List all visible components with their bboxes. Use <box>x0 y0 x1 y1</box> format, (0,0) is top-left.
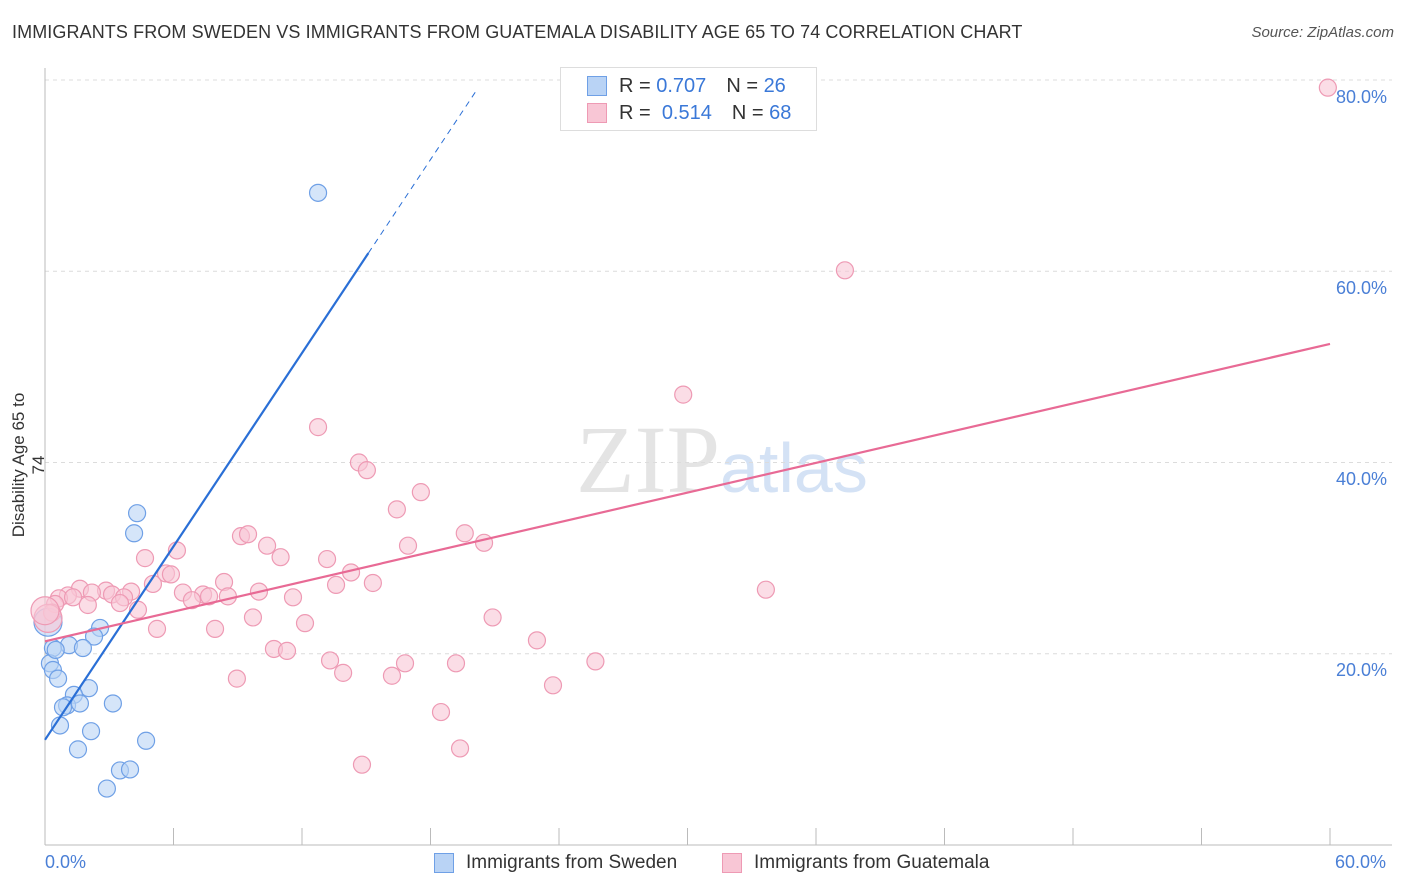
guatemala-point <box>243 608 263 627</box>
sweden-legend-label: Immigrants from Sweden <box>466 852 678 873</box>
guatemala-point <box>387 500 406 519</box>
guatemala-point <box>674 385 693 404</box>
sweden-point <box>136 731 156 750</box>
guatemala-point <box>238 525 258 544</box>
guatemala-point <box>334 663 353 682</box>
sweden-swatch <box>587 76 607 96</box>
guatemala-point <box>455 524 474 543</box>
guatemala-point <box>227 669 246 688</box>
guatemala-point <box>431 702 451 722</box>
guatemala-point <box>382 666 402 685</box>
guatemala-point <box>543 676 563 695</box>
guatemala-point <box>446 654 466 673</box>
guatemala-point <box>411 483 430 502</box>
y-tick-label-40: 40.0% <box>1336 469 1388 489</box>
guatemala-point <box>398 536 418 555</box>
guatemala-point <box>483 608 502 627</box>
sweden-point <box>103 694 122 713</box>
guatemala-point <box>182 591 202 610</box>
y-tick-label-60: 60.0% <box>1336 278 1388 298</box>
source-label: Source: ZipAtlas.com <box>1251 24 1394 41</box>
watermark-zip: ZIP <box>576 406 720 513</box>
sweden-point <box>308 183 328 202</box>
guatemala-point <box>1318 78 1337 97</box>
guatemala-point <box>450 739 470 758</box>
sweden-legend-swatch <box>434 853 454 873</box>
guatemala-swatch <box>587 103 607 123</box>
legend-row-guatemala: R = 0.514 N = 68 <box>587 101 791 125</box>
guatemala-r-value: 0.514 <box>661 101 712 124</box>
guatemala-point <box>395 654 415 673</box>
guatemala-legend-swatch <box>722 853 742 873</box>
guatemala-legend-label: Immigrants from Guatemala <box>754 852 990 873</box>
sweden-r-value: 0.707 <box>656 74 707 97</box>
sweden-point <box>48 669 68 688</box>
x-tick-label-min: 0.0% <box>45 852 87 872</box>
guatemala-point <box>474 533 494 552</box>
sweden-n-value: 26 <box>763 74 786 97</box>
sweden-point <box>70 694 90 713</box>
chart-title: IMMIGRANTS FROM SWEDEN VS IMMIGRANTS FRO… <box>12 22 1023 42</box>
guatemala-point <box>78 595 97 615</box>
guatemala-point <box>147 619 167 638</box>
guatemala-point <box>527 631 547 650</box>
sweden-point <box>73 638 93 658</box>
guatemala-point <box>218 587 237 606</box>
y-tick-label-80: 80.0% <box>1336 87 1388 107</box>
guatemala-point <box>320 651 340 670</box>
guatemala-point <box>135 549 155 568</box>
guatemala-point <box>110 593 130 613</box>
guatemala-point <box>199 587 219 606</box>
r-label: R = <box>619 74 651 97</box>
legend-item-guatemala: Immigrants from Guatemala <box>722 852 989 874</box>
sweden-point <box>120 760 140 779</box>
sweden-point <box>97 779 116 798</box>
guatemala-point <box>586 652 605 671</box>
guatemala-n-value: 68 <box>769 101 792 124</box>
sweden-point <box>81 722 101 741</box>
guatemala-point <box>357 461 376 480</box>
sweden-trendline <box>44 252 370 741</box>
guatemala-point <box>271 548 290 567</box>
y-tick-label-20: 20.0% <box>1336 660 1388 680</box>
sweden-point <box>46 640 65 660</box>
legend-row-sweden: R = 0.707 N = 26 <box>587 74 786 98</box>
guatemala-point <box>308 418 328 437</box>
guatemala-point <box>277 641 297 660</box>
sweden-point <box>68 740 88 759</box>
guatemala-point <box>756 580 775 599</box>
guatemala-point <box>352 755 372 774</box>
guatemala-point <box>30 596 60 626</box>
legend-item-sweden: Immigrants from Sweden <box>434 852 677 874</box>
sweden-point <box>124 524 144 543</box>
stats-legend: R = 0.707 N = 26 R = 0.514 N = 68 <box>560 67 817 131</box>
sweden-point <box>127 504 147 523</box>
n-label: N = <box>726 74 758 97</box>
sweden-point <box>84 627 104 646</box>
n-label: N = <box>731 101 764 124</box>
guatemala-point <box>63 588 83 607</box>
guatemala-point <box>283 588 303 607</box>
guatemala-point <box>161 565 181 584</box>
guatemala-point <box>326 575 346 595</box>
sweden-point <box>53 698 73 717</box>
guatemala-point <box>257 536 277 555</box>
guatemala-point <box>205 619 225 638</box>
guatemala-point <box>295 614 315 633</box>
guatemala-point <box>835 261 855 280</box>
guatemala-point <box>317 549 337 569</box>
guatemala-point <box>363 573 382 593</box>
x-tick-label-max: 60.0% <box>1335 852 1387 872</box>
sweden-trendline-extension <box>367 88 479 254</box>
guatemala-trendline <box>44 342 1331 643</box>
r-label: R = <box>619 101 651 124</box>
